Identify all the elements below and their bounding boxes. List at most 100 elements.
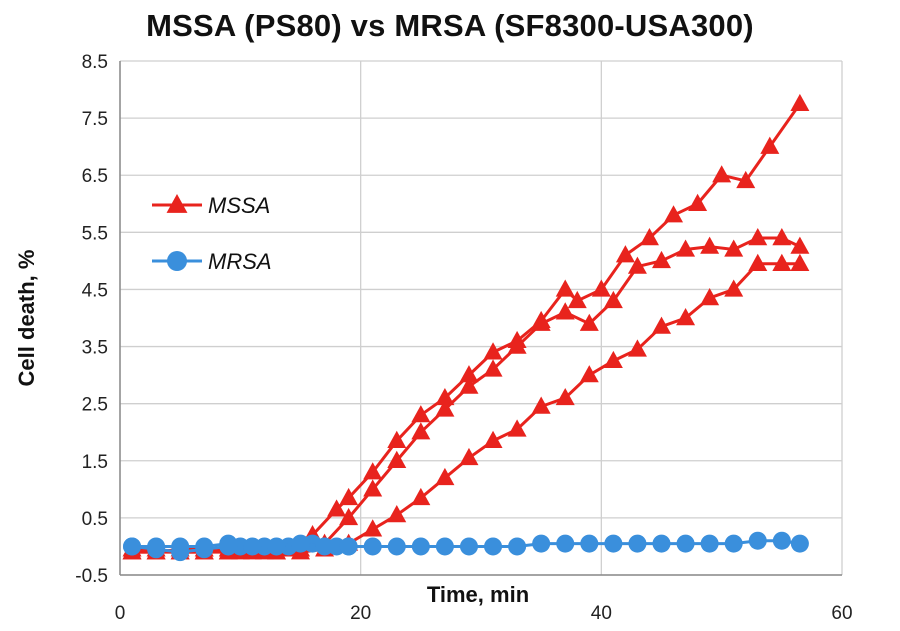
data-point-triangle: [603, 290, 623, 309]
data-point-triangle: [387, 450, 407, 468]
data-point-circle: [652, 534, 671, 553]
data-point-triangle: [579, 313, 599, 331]
series-line: [132, 102, 802, 554]
data-point-circle: [195, 540, 214, 559]
data-point-circle: [363, 537, 382, 556]
data-point-circle: [219, 537, 238, 556]
data-point-circle: [315, 537, 334, 556]
data-point-triangle: [724, 279, 744, 297]
y-tick-label: 0.5: [82, 509, 108, 530]
chart-title: MSSA (PS80) vs MRSA (SF8300-USA300): [146, 8, 754, 43]
data-point-triangle: [555, 387, 575, 406]
data-point-triangle: [652, 316, 671, 334]
data-point-triangle: [603, 350, 623, 369]
data-point-circle: [243, 537, 262, 556]
data-point-triangle: [676, 239, 696, 257]
data-point-triangle: [363, 479, 383, 497]
data-point-triangle: [567, 290, 587, 309]
data-point-circle: [790, 534, 809, 553]
data-point-triangle: [748, 228, 768, 246]
data-point-triangle: [387, 430, 407, 448]
data-point-circle: [339, 537, 358, 556]
data-point-triangle: [411, 405, 431, 423]
data-point-triangle: [507, 419, 527, 437]
legend-label: MRSA: [208, 249, 272, 274]
data-point-triangle: [748, 253, 768, 271]
x-tick-label: 20: [350, 603, 371, 624]
data-point-triangle: [664, 205, 684, 223]
data-point-triangle: [363, 462, 383, 480]
legend-marker-circle: [167, 251, 187, 271]
data-point-circle: [628, 534, 647, 553]
data-point-triangle: [435, 467, 455, 486]
data-point-circle: [724, 534, 743, 553]
data-point-triangle: [327, 499, 347, 517]
data-point-triangle: [411, 487, 431, 506]
data-point-triangle: [688, 193, 708, 211]
series-mrsa-4: [123, 534, 358, 562]
y-tick-label: -0.5: [75, 566, 108, 587]
data-point-triangle: [724, 239, 744, 257]
y-tick-label: 7.5: [82, 109, 108, 130]
data-point-triangle: [700, 236, 720, 254]
series-line: [132, 262, 800, 554]
y-tick-label: 2.5: [82, 395, 108, 416]
legend-label: MSSA: [208, 193, 270, 218]
data-point-circle: [267, 537, 286, 556]
data-point-triangle: [531, 313, 551, 331]
y-tick-label: 5.5: [82, 223, 108, 244]
x-axis-title: Time, min: [427, 582, 529, 607]
x-tick-label: 60: [831, 603, 852, 624]
series-mssa-1: [122, 228, 810, 560]
y-tick-label: 1.5: [82, 452, 108, 473]
data-point-circle: [459, 537, 478, 556]
series-mssa-0: [122, 93, 810, 560]
data-point-circle: [604, 534, 623, 553]
data-point-triangle: [652, 250, 671, 269]
data-point-triangle: [531, 396, 551, 414]
data-point-triangle: [700, 288, 720, 306]
data-point-circle: [532, 534, 551, 553]
data-point-triangle: [772, 253, 792, 271]
data-point-triangle: [591, 279, 611, 297]
data-point-triangle: [639, 228, 659, 246]
data-point-triangle: [483, 359, 503, 377]
data-point-triangle: [790, 93, 810, 112]
data-point-circle: [411, 537, 430, 556]
data-point-circle: [484, 537, 503, 556]
data-point-triangle: [736, 170, 756, 189]
data-point-triangle: [459, 447, 479, 466]
y-tick-label: 8.5: [82, 52, 108, 73]
data-point-circle: [748, 531, 767, 550]
data-point-triangle: [363, 519, 383, 537]
data-point-circle: [676, 534, 695, 553]
data-point-triangle: [760, 136, 780, 154]
data-point-triangle: [772, 228, 792, 246]
data-point-triangle: [676, 308, 696, 326]
data-point-triangle: [579, 365, 599, 383]
y-tick-label: 6.5: [82, 166, 108, 187]
data-point-triangle: [615, 245, 635, 263]
series-line: [132, 236, 801, 554]
data-point-triangle: [507, 336, 527, 354]
data-point-triangle: [483, 430, 503, 448]
data-point-triangle: [387, 505, 407, 523]
data-point-triangle: [627, 256, 647, 274]
data-point-triangle: [627, 339, 647, 357]
data-point-triangle: [790, 253, 810, 271]
series-mssa-2: [122, 253, 810, 560]
series-line: [131, 542, 349, 554]
data-point-triangle: [339, 487, 359, 506]
data-point-triangle: [555, 302, 575, 320]
data-point-triangle: [459, 376, 479, 394]
data-point-triangle: [435, 387, 455, 406]
y-tick-label: 4.5: [82, 280, 108, 301]
legend-marker-triangle: [166, 194, 188, 213]
data-point-triangle: [555, 279, 575, 297]
data-point-triangle: [790, 236, 810, 254]
x-tick-label: 40: [591, 603, 612, 624]
data-point-circle: [700, 534, 719, 553]
data-point-circle: [580, 534, 599, 553]
data-point-circle: [291, 534, 310, 553]
